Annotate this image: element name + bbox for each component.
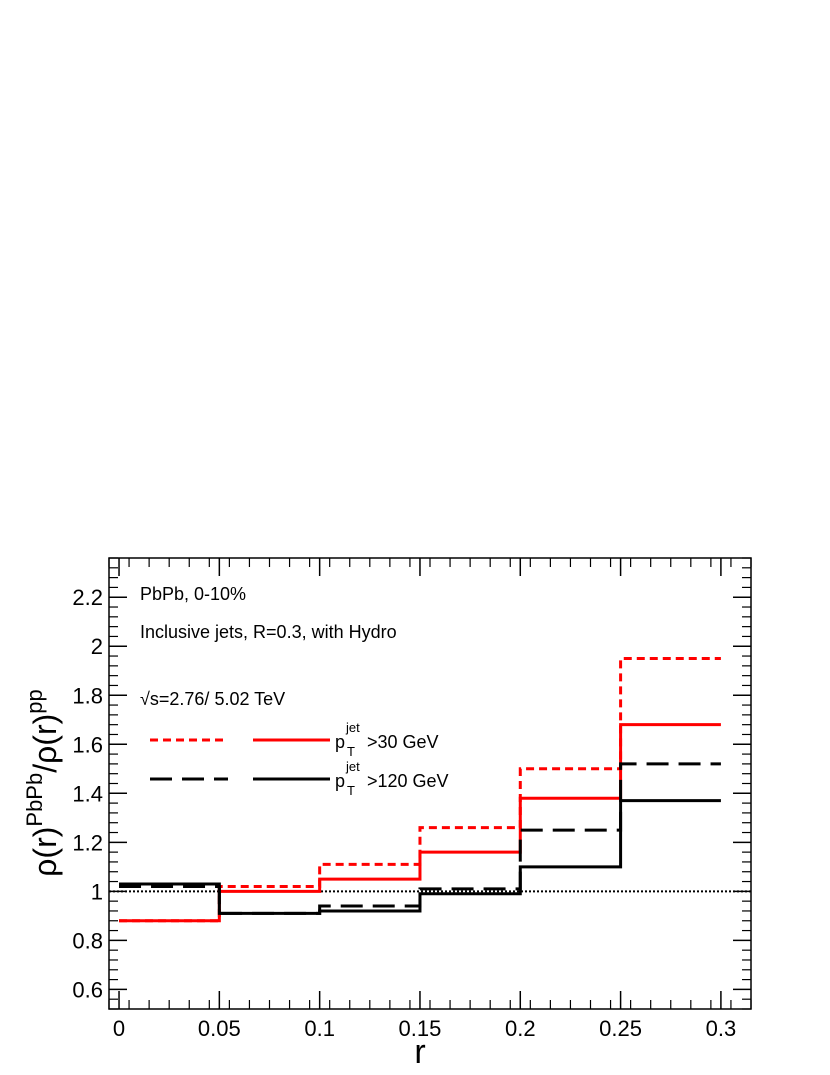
legend-entry-120gev: p jet T >120 GeV [335, 759, 449, 798]
x-tick-label: 0.1 [304, 1016, 335, 1041]
annotation-energy: √s=2.76/ 5.02 TeV [140, 689, 285, 709]
y-axis-title: ρ(r)PbPb/ρ(r)pp [22, 689, 63, 877]
y-tick-label: 0.6 [72, 977, 103, 1002]
y-tick-label: 1.4 [72, 781, 103, 806]
legend-rest: >30 GeV [367, 732, 439, 752]
x-tick-label: 0.2 [505, 1016, 536, 1041]
energy-text: s=2.76/ 5.02 TeV [150, 689, 285, 709]
legend-rest: >120 GeV [367, 771, 449, 791]
legend-sup: jet [345, 720, 360, 735]
x-tick-label: 0.25 [599, 1016, 642, 1041]
legend-sub: T [347, 783, 355, 798]
legend-entry-30gev: p jet T >30 GeV [335, 720, 439, 759]
x-tick-label: 0 [113, 1016, 125, 1041]
y-title-sup2: pp [22, 689, 47, 713]
y-title-rho1: ρ(r) [27, 827, 63, 877]
y-tick-label: 1.8 [72, 683, 103, 708]
y-title-rho2: /ρ(r) [27, 714, 63, 773]
y-tick-label: 1.6 [72, 732, 103, 757]
series-120gev-502tev [119, 799, 721, 915]
sqrt-symbol: √ [140, 689, 150, 709]
axis-ticks [108, 557, 752, 1010]
series-layer [119, 656, 721, 923]
y-tick-label: 0.8 [72, 928, 103, 953]
legend-p: p [335, 771, 345, 791]
y-tick-label: 1.2 [72, 830, 103, 855]
y-tick-label: 1 [91, 879, 103, 904]
y-title-sup1: PbPb [22, 773, 47, 827]
legend-p: p [335, 732, 345, 752]
y-tick-label: 2.2 [72, 585, 103, 610]
x-tick-label: 0.05 [198, 1016, 241, 1041]
legend-sub: T [347, 744, 355, 759]
tick-labels: 0 0.05 0.1 0.15 0.2 0.25 0.3 0.6 0.8 1 1.2 1.4 1.6 1.… [72, 585, 736, 1041]
x-axis-title: r [414, 1033, 425, 1071]
annotation-jets: Inclusive jets, R=0.3, with Hydro [140, 622, 397, 642]
annotation-system: PbPb, 0-10% [140, 584, 246, 604]
legend-sup: jet [345, 759, 360, 774]
legend: p jet T >30 GeV p jet T >120 GeV [150, 720, 449, 798]
x-tick-label: 0.3 [706, 1016, 737, 1041]
x-tick-label: 0.15 [399, 1016, 442, 1041]
y-tick-label: 2 [91, 634, 103, 659]
